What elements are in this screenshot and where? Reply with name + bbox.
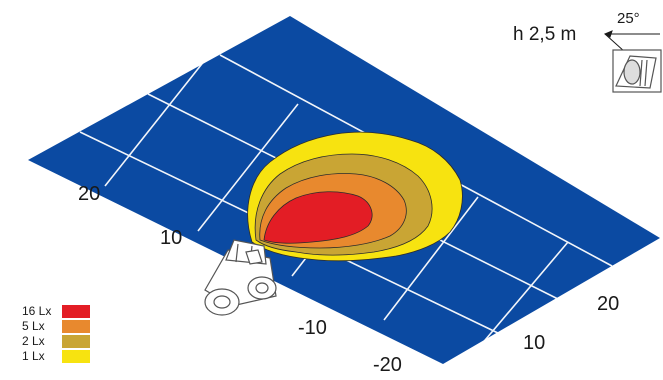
mount-height-label: h 2,5 m	[513, 24, 576, 45]
legend-swatch-2	[62, 335, 90, 348]
legend-label-5: 5 Lx	[22, 319, 45, 333]
zone-16-lx	[263, 191, 373, 244]
legend: 16 Lx 5 Lx 2 Lx 1 Lx	[22, 304, 90, 363]
axis-tick-20-right: 20	[597, 293, 619, 315]
axis-tick-minus-20: -20	[373, 354, 402, 376]
mount-angle-label: 25°	[617, 10, 640, 27]
tractor-icon	[204, 239, 277, 316]
angle-indicator	[603, 30, 660, 53]
legend-label-1: 1 Lx	[22, 349, 45, 363]
legend-swatch-5	[62, 320, 90, 333]
legend-swatch-1	[62, 350, 90, 363]
axis-tick-10-left: 10	[160, 227, 182, 249]
work-lamp-icon	[612, 49, 662, 93]
legend-swatch-16	[62, 305, 90, 318]
legend-label-2: 2 Lx	[22, 334, 45, 348]
illuminance-zones	[247, 131, 463, 262]
axis-tick-minus-10: -10	[298, 317, 327, 339]
axis-tick-10-right: 10	[523, 332, 545, 354]
legend-label-16: 16 Lx	[22, 304, 51, 318]
axis-tick-20-left: 20	[78, 183, 100, 205]
